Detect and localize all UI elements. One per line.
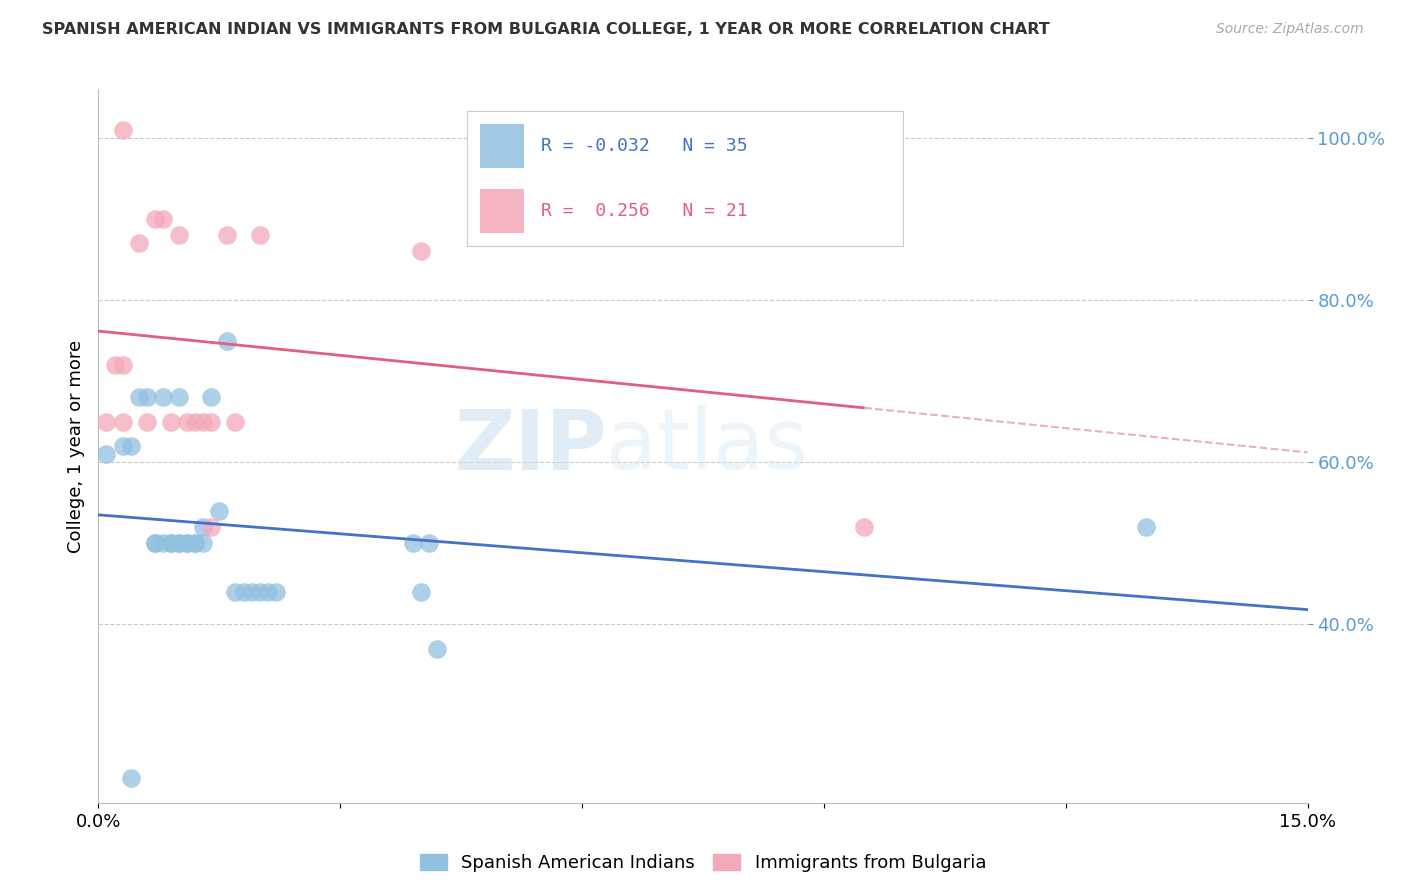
Point xyxy=(426,641,449,656)
Point xyxy=(111,439,134,453)
Point xyxy=(103,358,125,372)
Point xyxy=(167,228,190,243)
Point xyxy=(143,536,166,550)
Point xyxy=(217,228,239,243)
Point xyxy=(160,415,183,429)
Point xyxy=(111,122,134,136)
Point xyxy=(249,228,271,243)
Point xyxy=(200,415,222,429)
Y-axis label: College, 1 year or more: College, 1 year or more xyxy=(66,340,84,552)
Point xyxy=(853,520,876,534)
Point xyxy=(256,585,278,599)
Legend: Spanish American Indians, Immigrants from Bulgaria: Spanish American Indians, Immigrants fro… xyxy=(412,847,994,880)
Point xyxy=(176,536,198,550)
Point xyxy=(193,520,215,534)
Point xyxy=(135,415,157,429)
Point xyxy=(176,536,198,550)
Point xyxy=(418,536,440,550)
Text: ZIP: ZIP xyxy=(454,406,606,486)
Point xyxy=(167,390,190,404)
Point xyxy=(184,536,207,550)
Point xyxy=(193,415,215,429)
Point xyxy=(184,536,207,550)
Point xyxy=(167,536,190,550)
Point xyxy=(143,536,166,550)
Point xyxy=(143,211,166,226)
Point xyxy=(200,390,222,404)
Point xyxy=(120,772,142,786)
Point xyxy=(224,415,246,429)
Point xyxy=(232,585,254,599)
Point xyxy=(571,228,593,243)
Point xyxy=(111,358,134,372)
Text: atlas: atlas xyxy=(606,406,808,486)
Point xyxy=(167,536,190,550)
Point xyxy=(96,447,118,461)
Point xyxy=(160,536,183,550)
Point xyxy=(249,585,271,599)
Point xyxy=(200,520,222,534)
Point xyxy=(152,536,174,550)
Point xyxy=(224,585,246,599)
Point xyxy=(193,536,215,550)
Point xyxy=(160,536,183,550)
Point xyxy=(1135,520,1157,534)
Point xyxy=(176,415,198,429)
Point xyxy=(208,504,231,518)
Point xyxy=(120,439,142,453)
Point xyxy=(217,334,239,348)
Point xyxy=(128,390,150,404)
Point xyxy=(135,390,157,404)
Point xyxy=(184,415,207,429)
Point xyxy=(402,536,425,550)
Point xyxy=(409,244,432,259)
Point xyxy=(264,585,287,599)
Text: SPANISH AMERICAN INDIAN VS IMMIGRANTS FROM BULGARIA COLLEGE, 1 YEAR OR MORE CORR: SPANISH AMERICAN INDIAN VS IMMIGRANTS FR… xyxy=(42,22,1050,37)
Point xyxy=(152,211,174,226)
Point xyxy=(240,585,263,599)
Point xyxy=(111,415,134,429)
Text: Source: ZipAtlas.com: Source: ZipAtlas.com xyxy=(1216,22,1364,37)
Point xyxy=(409,585,432,599)
Point xyxy=(128,236,150,251)
Point xyxy=(96,415,118,429)
Point xyxy=(152,390,174,404)
